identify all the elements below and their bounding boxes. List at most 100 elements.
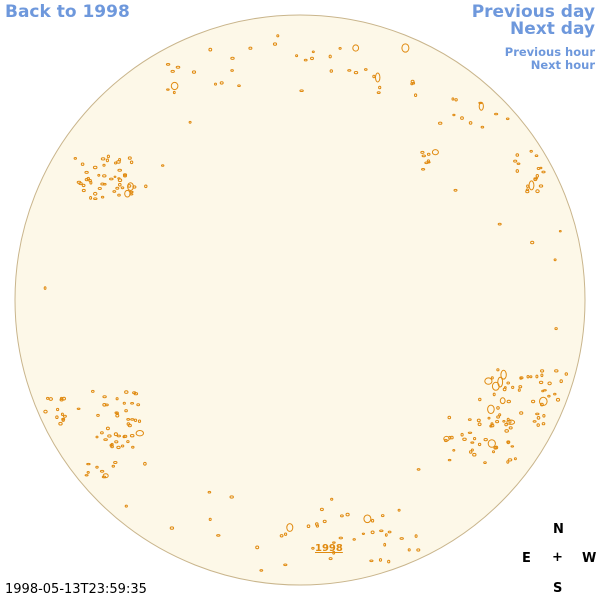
contour-mark — [447, 415, 452, 420]
contour-mark — [129, 193, 134, 196]
contour-mark — [532, 420, 537, 423]
contour-mark — [510, 445, 515, 448]
contour-mark — [229, 495, 234, 499]
contour-mark — [102, 395, 107, 399]
contour-mark — [496, 406, 500, 410]
contour-mark — [506, 441, 510, 445]
contour-mark — [118, 158, 122, 162]
contour-mark — [107, 434, 112, 438]
contour-mark — [129, 190, 134, 194]
contour-mark — [332, 550, 336, 555]
contour-mark — [216, 534, 221, 537]
contour-mark — [95, 435, 99, 439]
year-marker-link[interactable]: 1998 — [315, 543, 343, 554]
contour-mark — [547, 381, 552, 386]
contour-mark — [100, 195, 105, 199]
contour-mark — [372, 74, 376, 79]
compass-center-icon: + — [552, 550, 563, 565]
contour-mark — [506, 381, 511, 385]
contour-mark — [526, 184, 530, 188]
contour-mark — [558, 230, 562, 233]
contour-mark — [113, 432, 119, 437]
contour-mark — [60, 412, 64, 416]
contour-mark — [102, 174, 107, 178]
contour-mark — [208, 517, 212, 522]
contour-mark — [43, 286, 47, 290]
contour-mark — [496, 415, 501, 419]
contour-mark — [135, 430, 145, 437]
contour-mark — [504, 422, 508, 427]
contour-mark — [130, 402, 135, 405]
contour-mark — [338, 536, 343, 540]
contour-mark — [543, 389, 547, 392]
contour-mark — [426, 159, 430, 163]
contour-mark — [102, 163, 106, 167]
contour-mark — [511, 385, 515, 389]
contour-mark — [517, 388, 521, 392]
contour-mark — [84, 170, 89, 174]
contour-mark — [165, 63, 171, 66]
contour-mark — [116, 434, 122, 438]
contour-mark — [478, 101, 484, 111]
contour-mark — [111, 464, 116, 468]
contour-mark — [86, 471, 90, 474]
contour-mark — [96, 413, 100, 417]
contour-mark — [127, 423, 132, 428]
contour-mark — [484, 377, 493, 385]
contour-mark — [191, 70, 197, 74]
contour-mark — [124, 504, 128, 508]
contour-mark — [81, 183, 86, 188]
contour-mark — [86, 462, 91, 466]
contour-mark — [117, 193, 121, 197]
contour-mark — [129, 434, 135, 438]
contour-mark — [276, 34, 280, 38]
previous-day-link[interactable]: Previous day — [471, 2, 595, 22]
back-to-year-link[interactable]: Back to 1998 — [5, 2, 130, 22]
contour-mark — [559, 379, 563, 384]
contour-mark — [477, 442, 482, 447]
contour-mark — [207, 490, 212, 494]
contour-mark — [137, 419, 142, 423]
next-day-link[interactable]: Next day — [510, 19, 595, 39]
contour-mark — [513, 159, 518, 163]
contour-mark — [505, 117, 510, 121]
contour-mark — [480, 125, 485, 129]
contour-mark — [286, 523, 294, 532]
contour-mark — [508, 419, 512, 424]
contour-mark — [540, 373, 544, 378]
contour-mark — [538, 380, 544, 385]
next-hour-link[interactable]: Next hour — [530, 58, 595, 72]
compass-north-label: N — [553, 522, 564, 537]
contour-mark — [330, 497, 334, 501]
contour-mark — [529, 375, 533, 379]
contour-mark — [535, 189, 540, 194]
contour-mark — [518, 385, 523, 389]
contour-mark — [375, 72, 381, 83]
contour-mark — [117, 168, 122, 172]
contour-mark — [416, 548, 421, 552]
contour-mark — [416, 468, 421, 471]
contour-mark — [361, 532, 365, 535]
contour-mark — [490, 423, 495, 428]
contour-mark — [329, 69, 333, 73]
contour-mark — [380, 514, 385, 518]
contour-mark — [89, 196, 93, 200]
contour-mark — [56, 407, 60, 412]
contour-mark — [170, 69, 175, 73]
contour-mark — [497, 376, 504, 388]
contour-mark — [311, 50, 315, 54]
contour-mark — [76, 407, 81, 410]
contour-mark — [103, 438, 108, 441]
contour-mark — [397, 508, 401, 512]
contour-mark — [133, 392, 139, 396]
contour-mark — [506, 460, 510, 464]
contour-mark — [503, 386, 507, 389]
contour-mark — [353, 71, 359, 75]
contour-mark — [219, 81, 224, 85]
contour-mark — [555, 397, 561, 402]
contour-mark — [248, 46, 253, 50]
contour-mark — [472, 452, 477, 457]
previous-hour-link[interactable]: Previous hour — [504, 45, 595, 59]
contour-mark — [421, 154, 426, 158]
